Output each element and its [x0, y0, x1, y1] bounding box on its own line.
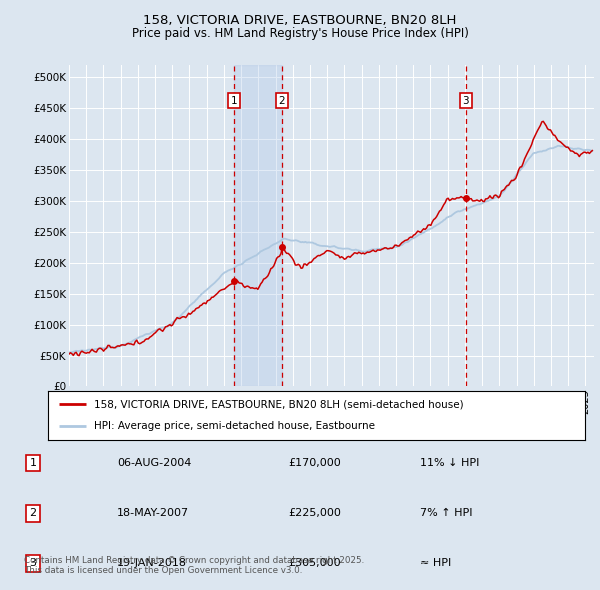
- Text: 1: 1: [29, 458, 37, 468]
- Text: 06-AUG-2004: 06-AUG-2004: [117, 458, 191, 468]
- Text: £170,000: £170,000: [288, 458, 341, 468]
- Text: 18-MAY-2007: 18-MAY-2007: [117, 509, 189, 518]
- Text: 158, VICTORIA DRIVE, EASTBOURNE, BN20 8LH (semi-detached house): 158, VICTORIA DRIVE, EASTBOURNE, BN20 8L…: [94, 399, 463, 409]
- Text: 2: 2: [278, 96, 285, 106]
- Text: £305,000: £305,000: [288, 559, 341, 568]
- Text: £225,000: £225,000: [288, 509, 341, 518]
- Text: 7% ↑ HPI: 7% ↑ HPI: [420, 509, 473, 518]
- Text: Contains HM Land Registry data © Crown copyright and database right 2025.
This d: Contains HM Land Registry data © Crown c…: [24, 556, 364, 575]
- Text: 1: 1: [231, 96, 238, 106]
- Text: 158, VICTORIA DRIVE, EASTBOURNE, BN20 8LH: 158, VICTORIA DRIVE, EASTBOURNE, BN20 8L…: [143, 14, 457, 27]
- Text: 19-JAN-2018: 19-JAN-2018: [117, 559, 187, 568]
- Text: HPI: Average price, semi-detached house, Eastbourne: HPI: Average price, semi-detached house,…: [94, 421, 374, 431]
- Text: 11% ↓ HPI: 11% ↓ HPI: [420, 458, 479, 468]
- Text: Price paid vs. HM Land Registry's House Price Index (HPI): Price paid vs. HM Land Registry's House …: [131, 27, 469, 40]
- Bar: [234, 65, 282, 386]
- Text: ≈ HPI: ≈ HPI: [420, 559, 451, 568]
- Text: 2: 2: [29, 509, 37, 518]
- Text: 3: 3: [463, 96, 469, 106]
- Text: 3: 3: [29, 559, 37, 568]
